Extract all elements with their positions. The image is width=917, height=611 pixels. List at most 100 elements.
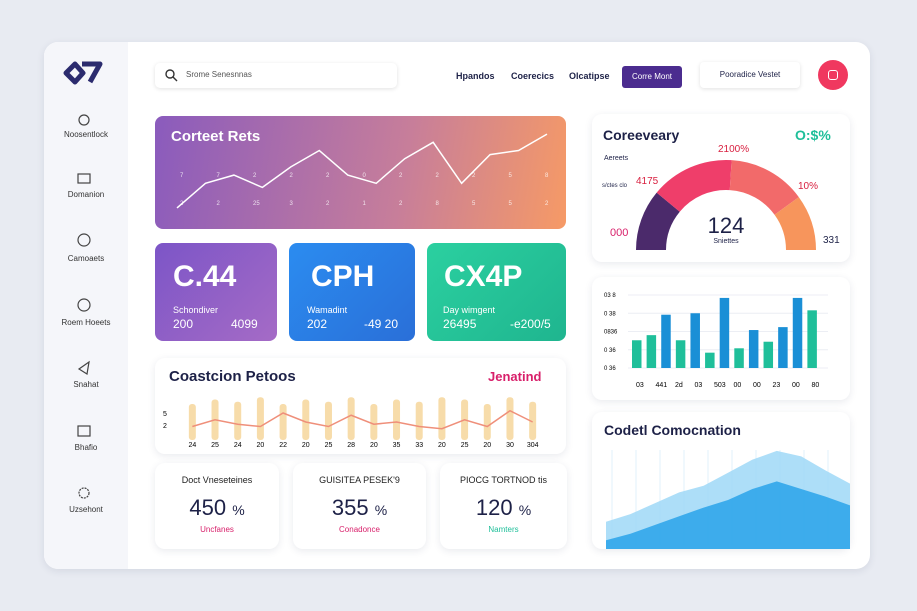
stat-title: Doct Vneseteines [181,475,253,485]
x-tick-label: 35 [393,442,401,449]
bar [705,352,715,368]
nav-link[interactable]: Coerecics [511,71,555,81]
hero-label: 2 [472,173,476,179]
sidebar [44,42,128,569]
x-tick-label: 304 [527,442,539,449]
x-tick-label: 00 [734,382,742,389]
kpi-card [289,243,415,341]
wave-title: Coastcion Petoos [169,368,296,385]
x-tick-label: 20 [483,442,491,449]
wave-badge: Jenatind [488,369,542,384]
wave-bar [370,404,378,440]
gauge-label: 331 [823,235,840,246]
bar [807,310,817,368]
stat-caption: Conadonce [339,525,380,534]
kpi-label: Wamadint [307,305,348,315]
wave-card [155,358,566,454]
notification-button[interactable] [818,60,848,90]
bar [690,313,700,368]
nav-item[interactable]: Uzsehont [69,505,103,514]
gauge-side-label: s/ctes clo [602,183,628,189]
nav-item[interactable]: Domanion [67,190,105,199]
stat-value: 120 % [440,495,567,521]
nav-item[interactable]: Noosentlock [63,130,109,139]
search-placeholder: Srome Senesnnas [186,70,252,79]
gauge-label: 10% [798,181,819,192]
hero-label: 7 [217,173,221,179]
y-tick-label: 0 36 [604,348,616,354]
kpi-label: Day wimgent [443,305,496,315]
hero-label: 5 [472,201,476,207]
wave-bar [483,404,491,440]
hero-label: 8 [545,173,549,179]
x-tick-label: 30 [506,442,514,449]
nav-item[interactable]: Bhafio [74,443,98,452]
stat-value: 355 % [293,495,426,521]
kpi-title: CPH [311,260,375,293]
stat-unit: % [232,502,245,518]
select-box[interactable]: Pooradice Vestet [700,62,800,88]
hero-card [155,116,566,229]
y-tick-label: 0836 [604,330,618,336]
wave-bar [506,397,514,440]
hero-label: 2 [326,201,330,207]
hero-line [176,133,548,209]
nav-link[interactable]: Hpandos [456,71,495,81]
gauge-segment [636,192,680,250]
wave-bar [256,397,264,440]
wave-bar [279,404,287,440]
bar [763,341,774,368]
nav-item[interactable]: Roem Hoeets [61,318,111,327]
gauge-subtitle: Aereets [604,155,629,162]
hero-label: 2 [253,173,257,179]
stat-card [293,463,426,549]
x-tick-label: 441 [656,382,668,389]
kpi-title: C.44 [173,260,237,293]
stat-title: GUISITEA PESEK'9 [319,475,400,485]
bar [661,314,671,368]
gauge-label: 000 [610,227,629,239]
x-tick-label: 03 [695,382,703,389]
kpi-value: 202 [307,317,328,331]
kpi-value: -e200/5 [510,317,551,331]
stat-caption: Uncfanes [200,525,234,534]
kpi-label: Schondiver [173,305,219,315]
wave-bar [529,401,537,440]
nav-link[interactable]: Olcatipse [569,71,610,81]
nav-item[interactable]: Snahat [73,380,99,389]
gauge-label: 2100% [718,144,750,155]
x-tick-label: 28 [347,442,355,449]
logo [63,61,103,85]
hero-label: 2 [399,173,403,179]
sidebar-icons [77,114,91,499]
stat-unit: % [374,502,388,518]
x-tick-label: 503 [714,382,726,389]
x-tick-label: 23 [773,382,781,389]
gauge-value: 124 [707,213,745,238]
hero-label: 2 [290,173,294,179]
x-tick-label: 20 [302,442,310,449]
kpi-title: CX4P [444,260,523,293]
kpi-card [155,243,277,341]
wave-bar [234,401,242,440]
bar [792,297,803,368]
kpi-value: -49 20 [364,317,399,331]
stat-card [440,463,567,549]
bar [675,340,686,368]
hero-label: 7 [180,173,184,179]
stat-number: 355 [331,495,369,520]
x-tick-label: 20 [438,442,446,449]
search-box[interactable] [155,63,397,88]
nav-item[interactable]: Camoaets [67,254,105,263]
bar [646,335,657,368]
wave-bar [438,397,446,440]
x-tick-label: 03 [636,382,644,389]
y-label: 5 [163,411,167,418]
wave-line [192,409,533,430]
y-tick-label: 0 36 [604,366,616,372]
x-tick-label: 80 [812,382,820,389]
kpi-card [427,243,566,341]
primary-button[interactable]: Corre Mont [622,66,682,88]
